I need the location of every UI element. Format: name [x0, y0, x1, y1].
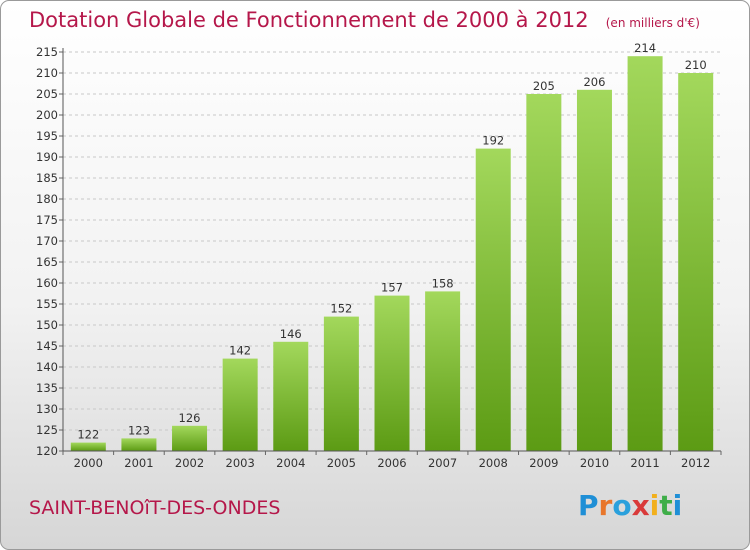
y-tick-label: 150	[36, 318, 58, 332]
logo-letter: t	[659, 489, 673, 522]
bar	[70, 442, 106, 451]
y-tick-label: 175	[36, 213, 58, 227]
x-tick-label: 2001	[124, 456, 153, 470]
logo-letter: r	[598, 489, 613, 522]
bar-value-label: 192	[482, 134, 504, 148]
y-tick-label: 215	[36, 45, 58, 59]
bar	[323, 316, 359, 451]
x-tick-label: 2005	[327, 456, 356, 470]
proxiti-logo: Proxiti	[578, 489, 682, 522]
x-tick-label: 2003	[226, 456, 255, 470]
y-tick-label: 185	[36, 171, 58, 185]
bar-value-label: 206	[583, 75, 605, 89]
y-tick-label: 190	[36, 150, 58, 164]
logo-letter: x	[631, 489, 650, 522]
x-tick-label: 2006	[377, 456, 406, 470]
logo-letter: P	[578, 489, 599, 522]
x-tick-label: 2010	[580, 456, 609, 470]
bar	[576, 89, 612, 452]
bar-value-label: 214	[634, 41, 656, 55]
bar-value-label: 152	[330, 302, 352, 316]
x-tick-label: 2012	[681, 456, 710, 470]
bar-value-label: 126	[179, 411, 201, 425]
logo-letter: i	[672, 489, 683, 522]
y-tick-label: 180	[36, 192, 58, 206]
bar-value-label: 146	[280, 327, 302, 341]
y-tick-label: 130	[36, 402, 58, 416]
x-tick-label: 2009	[529, 456, 558, 470]
bar-value-label: 158	[432, 276, 454, 290]
x-tick-label: 2000	[74, 456, 103, 470]
x-tick-labels: 2000 2001 2002 2003 2004 2005 2006 2007 2008 2009…	[62, 451, 722, 470]
y-tick-label: 170	[36, 234, 58, 248]
bar	[273, 341, 309, 451]
bar	[172, 425, 208, 451]
y-tick-label: 200	[36, 108, 58, 122]
x-tick-label: 2007	[428, 456, 457, 470]
chart-title: Dotation Globale de Fonctionnement de 20…	[29, 8, 589, 32]
y-tick-label: 145	[36, 339, 58, 353]
y-tick-label: 165	[36, 255, 58, 269]
y-tick-label: 195	[36, 129, 58, 143]
y-tick-label: 155	[36, 297, 58, 311]
x-tick-label: 2004	[276, 456, 305, 470]
x-tick-label: 2011	[630, 456, 659, 470]
bar	[678, 73, 714, 451]
chart-unit: (en milliers d'€)	[605, 16, 700, 30]
bar	[374, 295, 410, 451]
bar	[526, 94, 562, 451]
bar	[425, 291, 461, 451]
bar	[627, 56, 663, 451]
chart-title-block: Dotation Globale de Fonctionnement de 20…	[29, 8, 700, 32]
bar	[121, 438, 157, 451]
x-tick-label: 2002	[175, 456, 204, 470]
bar-value-label: 123	[128, 423, 150, 437]
y-tick-label: 160	[36, 276, 58, 290]
y-tick-label: 140	[36, 360, 58, 374]
bar-value-label: 210	[685, 58, 707, 72]
y-tick-label: 120	[36, 444, 58, 458]
y-tick-label: 210	[36, 66, 58, 80]
logo-letter: o	[612, 489, 632, 522]
bar	[475, 148, 511, 451]
y-tick-labels: 120 125 130 135 140 145 150 155 160 165 170 175 180 1…	[36, 45, 63, 458]
y-tick-label: 135	[36, 381, 58, 395]
bars: 122 123 126 142 146 152 157 158 192 205 206 214 210	[70, 41, 714, 452]
y-tick-label: 205	[36, 87, 58, 101]
bar-value-label: 157	[381, 281, 403, 295]
bar-value-label: 142	[229, 344, 251, 358]
bar-value-label: 205	[533, 79, 555, 93]
axes	[62, 48, 721, 452]
y-tick-label: 125	[36, 423, 58, 437]
bar-value-label: 122	[77, 428, 99, 442]
bar	[222, 358, 258, 451]
logo-letter: i	[649, 489, 660, 522]
x-tick-label: 2008	[479, 456, 508, 470]
commune-name: SAINT-BENOîT-DES-ONDES	[29, 497, 281, 519]
